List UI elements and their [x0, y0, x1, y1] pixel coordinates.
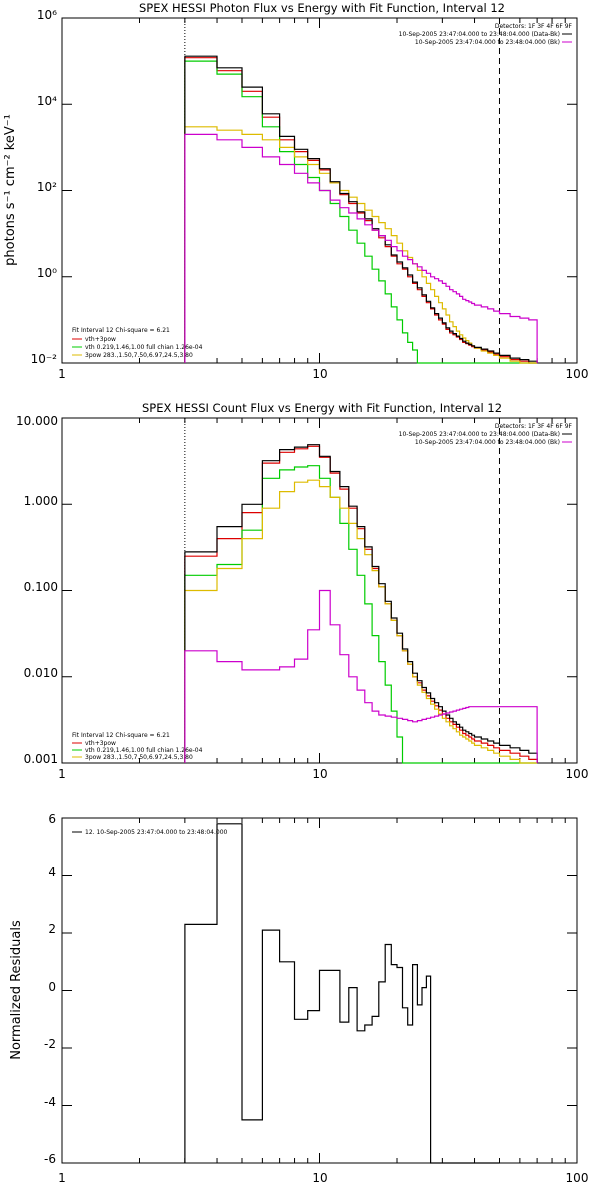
x-tick-label: 10 [312, 1171, 327, 1185]
legend-bottom-left: Fit Interval 12 Chi-square = 6.21 vth+3p… [72, 732, 203, 761]
y-tick-label: 10⁰ [37, 266, 57, 280]
y-tick-label: 0 [48, 980, 56, 994]
legend-top-right: 10-Sep-2005 23:47:04.000 to 23:48:04.000… [399, 31, 572, 46]
legend-bottom-left: Fit Interval 12 Chi-square = 6.21 vth+3p… [72, 327, 203, 359]
legend-text: 3pow 283.,1.50,7.50,6.97,24.5,3.80 [85, 754, 193, 761]
legend-text: vth+3pow [85, 740, 116, 747]
y-tick-label: 10⁶ [37, 8, 57, 22]
fit-header: Fit Interval 12 Chi-square = 6.21 [72, 732, 170, 739]
legend-text: 12. 10-Sep-2005 23:47:04.000 to 23:48:04… [85, 829, 228, 836]
legend-text: 10-Sep-2005 23:47:04.000 to 23:48:04.000… [399, 31, 560, 38]
series-bk [184, 589, 538, 763]
y-tick-label: -6 [44, 1152, 56, 1166]
y-axis-label: photons s⁻¹ cm⁻² keV⁻¹ [3, 114, 18, 266]
legend-text: vth 0.219,1.46,1.00 full chian 1.26e-04 [85, 344, 203, 351]
series-layer [61, 17, 578, 364]
panel-photon-flux: SPEX HESSI Photon Flux vs Energy with Fi… [3, 1, 588, 381]
y-tick-label: 4 [48, 865, 56, 879]
series-layer [61, 417, 578, 764]
panel-title: SPEX HESSI Count Flux vs Energy with Fit… [142, 401, 502, 415]
y-tick-label: 10.000 [16, 414, 58, 428]
x-tick-label: 1 [58, 1171, 66, 1185]
series-3pow [184, 479, 538, 764]
series-layer [61, 817, 578, 1164]
y-tick-label: 10² [37, 180, 57, 194]
y-tick-label: 10⁴ [37, 94, 57, 108]
x-tick-label: 100 [566, 767, 589, 781]
y-tick-label: 1.000 [24, 494, 58, 508]
x-tick-label: 10 [312, 767, 327, 781]
legend-top-left: 12. 10-Sep-2005 23:47:04.000 to 23:48:04… [72, 829, 228, 836]
y-tick-label: -2 [44, 1037, 56, 1051]
y-tick-label: 6 [48, 812, 56, 826]
fit-header: Fit Interval 12 Chi-square = 6.21 [72, 327, 170, 334]
detectors-text: Detectors: 1F 3F 4F 6F 9F [495, 23, 573, 30]
series-vth-3pow [184, 57, 538, 364]
x-tick-label: 100 [566, 1171, 589, 1185]
panel-residuals: Normalized Residuals 1 10 100 -6 -4 -2 0… [9, 812, 588, 1185]
y-tick-label: 0.010 [24, 666, 58, 680]
series-vth-3pow [184, 445, 538, 763]
series-residuals [184, 823, 500, 1164]
series-vth [184, 60, 538, 364]
y-tick-label: 10⁻² [31, 352, 58, 366]
legend-text: vth+3pow [85, 336, 116, 343]
legend-top-right: 10-Sep-2005 23:47:04.000 to 23:48:04.000… [399, 431, 572, 446]
series-data-bk [184, 55, 538, 363]
legend-text: vth 0.219,1.46,1.00 full chian 1.26e-04 [85, 747, 203, 754]
y-tick-label: -4 [44, 1095, 56, 1109]
y-tick-label: 0.001 [24, 752, 58, 766]
x-tick-label: 1 [58, 367, 66, 381]
y-tick-label: 0.100 [24, 580, 58, 594]
legend-text: 3pow 283.,1.50,7.50,6.97,24.5,3.80 [85, 352, 193, 359]
y-axis-label: Normalized Residuals [9, 920, 24, 1060]
legend-text: 10-Sep-2005 23:47:04.000 to 23:48:04.000… [415, 39, 560, 46]
x-tick-label: 100 [566, 367, 589, 381]
series-vth [184, 465, 538, 764]
y-tick-label: 2 [48, 922, 56, 936]
series-data-bk [184, 444, 538, 763]
series-3pow [184, 126, 538, 364]
x-tick-label: 1 [58, 767, 66, 781]
panel-count-flux: SPEX HESSI Count Flux vs Energy with Fit… [16, 401, 588, 781]
legend-text: 10-Sep-2005 23:47:04.000 to 23:48:04.000… [415, 439, 560, 446]
legend-text: 10-Sep-2005 23:47:04.000 to 23:48:04.000… [399, 431, 560, 438]
series-bk [184, 133, 538, 363]
panel-title: SPEX HESSI Photon Flux vs Energy with Fi… [139, 1, 505, 15]
x-tick-label: 10 [312, 367, 327, 381]
detectors-text: Detectors: 1F 3F 4F 6F 9F [495, 423, 573, 430]
